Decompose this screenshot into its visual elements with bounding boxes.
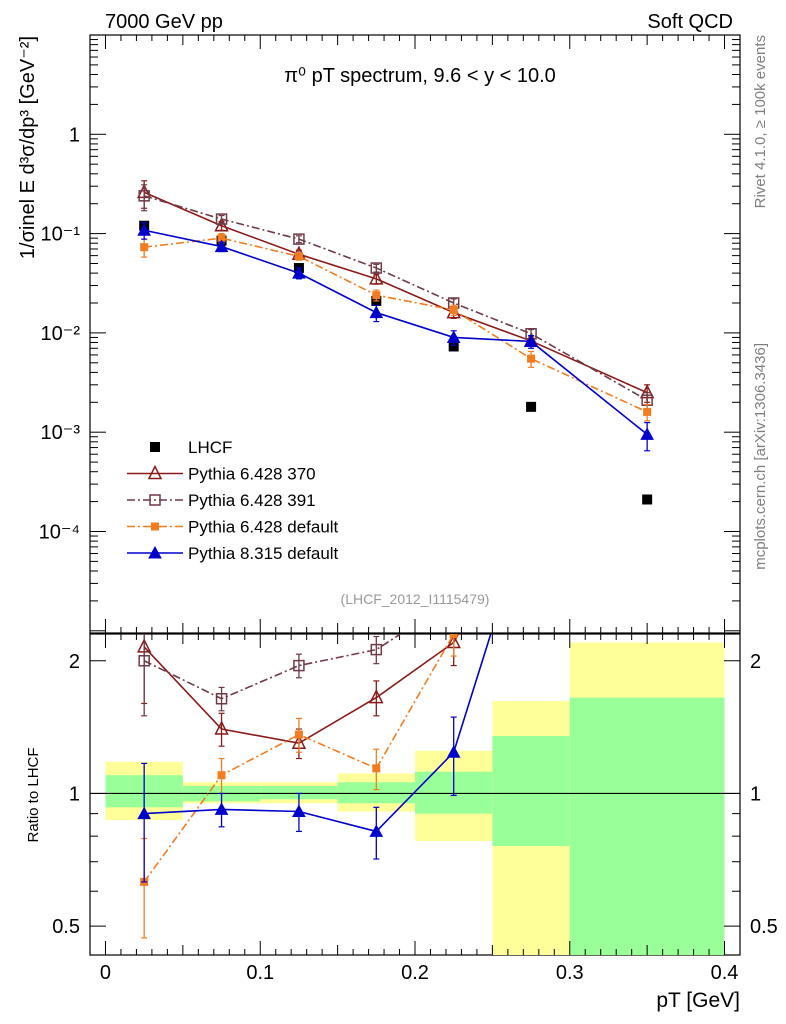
ratio-point-2 [527,579,535,587]
ratio-point-3 [446,745,461,758]
ratio-point-1 [642,348,652,358]
data-point [642,494,653,505]
series-point-3 [446,330,461,343]
legend-marker-2 [151,522,159,531]
x-tick-label: 0.2 [401,962,429,984]
ratio-point-0 [214,720,229,735]
legend-marker-3 [148,545,162,559]
legend-marker-data [150,442,160,452]
ratio-tick-label-left: 0.5 [52,916,80,938]
ratio-point-0 [525,494,537,506]
series-point-2 [294,252,303,261]
series-point-2 [217,234,226,243]
series-line-2 [144,237,648,413]
series-point-3 [137,223,152,236]
series-point-3 [524,334,538,347]
ratio-point-2 [217,771,226,780]
series-line-3 [144,229,648,436]
ratio-tick-label-right: 1 [750,783,761,805]
x-tick-label: 0.4 [711,962,739,984]
ratio-point-0 [369,688,384,704]
series-point-2 [140,243,149,252]
series-point-1 [215,213,228,225]
ratio-point-1 [138,655,150,667]
series-point-2 [372,291,381,300]
legend-label-0: Pythia 6.428 370 [188,465,316,484]
series-point-3 [640,427,654,440]
ratio-axis-title: Ratio to LHCF [25,747,42,842]
ratio-point-3 [369,824,384,837]
side-label-top: Rivet 4.1.0, ≥ 100k events [752,35,769,208]
x-tick-label: 0 [100,962,111,984]
y-tick-label: 10⁻⁴ [39,521,80,543]
ratio-point-3 [292,804,306,817]
series-point-1 [370,262,383,274]
data-point [448,341,459,352]
y-axis-title: 1/σinel E d³σ/dp³ [GeV⁻²] [17,36,39,259]
series-line-1 [143,195,648,401]
band-inner-6 [569,697,725,955]
y-tick-label: 10⁻² [41,323,81,345]
series-point-2 [527,354,536,363]
ratio-point-3 [137,806,152,820]
ratio-point-1 [370,643,383,656]
ratio-point-2 [449,634,458,638]
ratio-series-layer [136,312,653,939]
y-tick-label: 10⁻¹ [41,224,81,246]
series-point-1 [138,190,150,202]
legend-marker-0 [147,464,163,480]
band-inner-2 [260,785,338,800]
uncertainty-bands [90,642,740,955]
series-point-3 [292,266,306,279]
series-point-1 [293,233,305,245]
ratio-point-1 [215,692,228,705]
side-label-bottom: mcplots.cern.ch [arXiv:1306.3436] [752,343,769,570]
legend-label-3: Pythia 8.315 default [188,544,339,563]
x-axis-title: pT [GeV] [656,989,740,1012]
series-point-0 [369,270,384,285]
y-tick-label: 10⁻³ [41,422,81,444]
ratio-point-3 [525,500,537,511]
analysis-id: (LHCF_2012_I1115479) [341,591,490,607]
ratio-tick-label-left: 1 [69,783,80,805]
legend-label-2: Pythia 6.428 default [188,518,339,537]
x-tick-label: 0.1 [246,962,274,984]
legend-label-1: Pythia 6.428 391 [188,491,316,510]
ratio-point-1 [526,466,536,476]
chart-title: π⁰ pT spectrum, 9.6 < y < 10.0 [284,65,556,87]
series-point-2 [449,306,458,315]
legend-label-data: LHCF [188,438,232,457]
series-point-2 [643,407,652,416]
band-inner-5 [492,735,570,846]
ratio-tick-label-right: 2 [750,651,761,673]
ratio-point-2 [372,764,381,773]
axis-ticks: 0 0.1 0.2 0.3 0.4 1 10⁻¹ 10⁻² 10⁻³ 10⁻⁴ 0.5 0.5 1 1 2 2 [39,34,778,984]
ratio-point-1 [293,659,305,672]
ratio-point-2 [294,730,303,739]
legend: LHCF Pythia 6.428 370 Pythia 6.428 391 Pyth… [127,438,339,563]
ratio-tick-label-left: 2 [69,651,80,673]
x-tick-label: 0.3 [556,962,584,984]
main-series-layer [136,180,655,505]
ratio-point-0 [641,312,653,324]
header-right: Soft QCD [647,11,733,33]
y-tick-label: 1 [69,124,80,146]
ratio-tick-label-right: 0.5 [750,916,778,938]
legend-marker-1 [149,494,161,506]
band-inner-3 [337,782,415,804]
header-left: 7000 GeV pp [105,11,223,33]
series-point-3 [214,239,229,253]
series-point-3 [369,305,384,319]
data-point [526,401,537,412]
ratio-point-3 [214,802,229,815]
